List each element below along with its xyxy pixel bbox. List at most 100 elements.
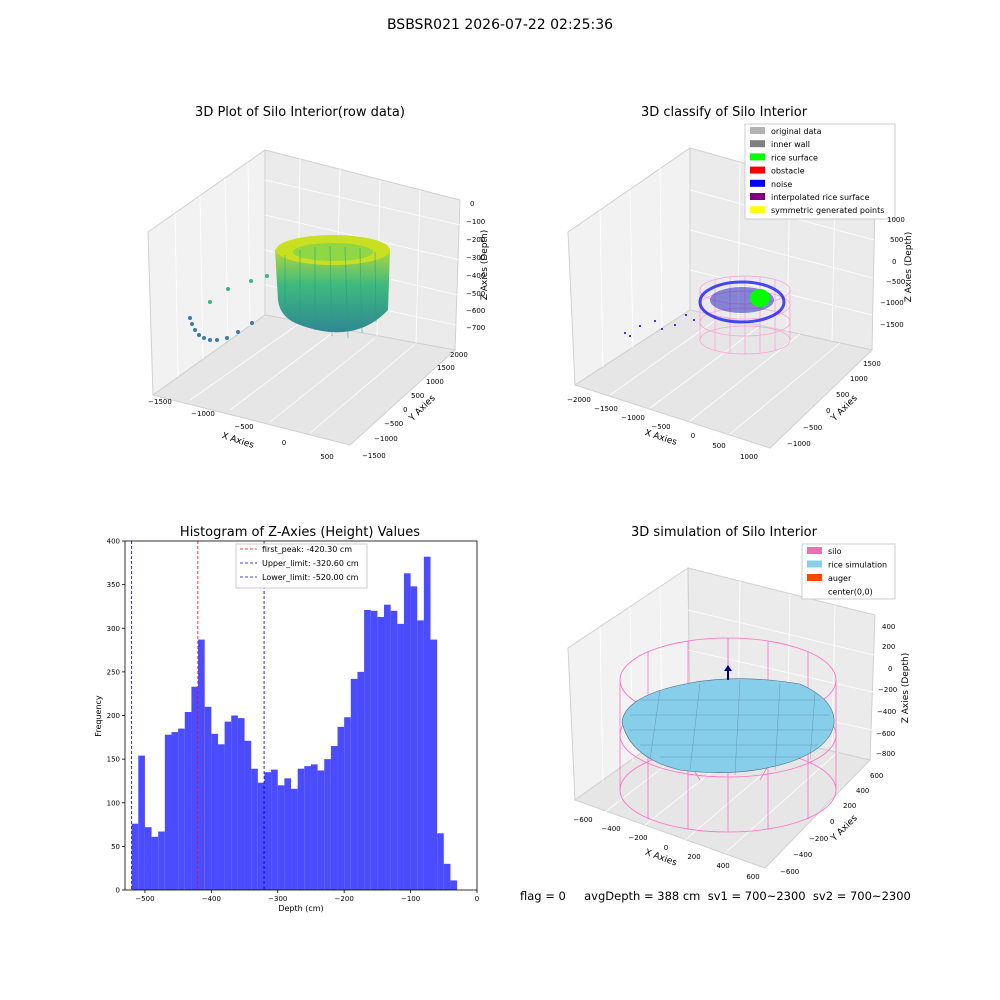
legend-label: obstacle xyxy=(771,167,805,176)
classify-floor-pane xyxy=(573,309,874,449)
histogram-bar xyxy=(244,740,252,890)
histogram-bar xyxy=(171,732,179,890)
histogram-x-label: Depth (cm) xyxy=(278,904,323,913)
histogram-bar xyxy=(264,772,272,890)
raw-y-tick: 0 xyxy=(403,406,407,414)
classify-legend-entries: original data inner wall rice surface obsta… xyxy=(750,127,884,215)
histogram-bar xyxy=(144,827,152,890)
status-line: flag = 0 avgDepth = 388 cm sv1 = 700~230… xyxy=(520,889,911,903)
histogram-bar xyxy=(198,639,205,890)
histogram-legend xyxy=(235,543,368,589)
histogram-bar xyxy=(417,620,424,890)
depth-histogram: Histogram of Z-Axies (Height) Values −50… xyxy=(94,525,479,913)
histogram-bar xyxy=(324,759,331,890)
raw-x-tick: −500 xyxy=(234,423,253,431)
simulation-y-tick: −400 xyxy=(793,851,812,859)
simulation-z-tick: −400 xyxy=(877,708,896,716)
histogram-bar xyxy=(310,764,318,890)
simulation-z-tick: 0 xyxy=(888,665,892,673)
histogram-bar xyxy=(403,573,411,890)
histogram-bar xyxy=(443,863,451,890)
legend-label: original data xyxy=(771,127,822,136)
histogram-bar xyxy=(178,728,185,890)
simulation-x-label: X Axies xyxy=(643,848,678,869)
histogram-bar xyxy=(138,755,145,890)
legend-label: silo xyxy=(828,547,842,556)
raw-z-ticks: 0 −100 −200 −300 −400 −500 −600 −700 xyxy=(466,200,485,332)
legend-swatch xyxy=(750,179,765,187)
simulation-x-tick: 600 xyxy=(746,873,759,881)
raw-z-tick: 0 xyxy=(470,200,474,208)
legend-label: rice simulation xyxy=(828,561,887,570)
raw-x-tick: −1500 xyxy=(148,398,172,406)
classify-3d-plot: 3D classify of Silo Interior original xyxy=(567,105,914,461)
histogram-legend-label: Upper_limit: -320.60 cm xyxy=(262,559,359,568)
classify-legend xyxy=(744,123,896,220)
classify-x-tick: −2000 xyxy=(567,396,591,404)
raw-z-tick: −600 xyxy=(466,307,485,315)
histogram-bar xyxy=(377,616,385,890)
histogram-bar xyxy=(164,734,172,890)
simulation-x-tick: −600 xyxy=(573,816,592,824)
simulation-y-tick: 600 xyxy=(870,772,883,780)
rice-mesh xyxy=(628,679,832,776)
raw-y-ticks: −1500 −1000 −500 0 500 1000 1500 2000 xyxy=(362,351,468,460)
auger-marker xyxy=(724,665,732,680)
histogram-legend-label: first_peak: -420.30 cm xyxy=(262,545,352,554)
legend-swatch xyxy=(750,193,765,200)
histogram-bar xyxy=(390,610,398,890)
raw-y-tick: −500 xyxy=(384,420,403,428)
simulation-3d-plot: 3D simulation of Silo Interior xyxy=(567,525,911,881)
histogram-title: Histogram of Z-Axies (Height) Values xyxy=(180,525,420,540)
histogram-legend-entries: first_peak: -420.30 cm Upper_limit: -320.… xyxy=(240,545,359,582)
histogram-y-tick-label: 100 xyxy=(107,799,120,807)
histogram-bar xyxy=(423,556,431,890)
histogram-x-tick-label: −200 xyxy=(335,895,354,903)
histogram-x-tick-label: −400 xyxy=(202,895,221,903)
simulation-z-ticks: 400 200 0 −200 −400 −600 −800 xyxy=(876,623,897,758)
simulation-y-ticks: −600 −400 −200 0 200 400 600 xyxy=(780,772,883,876)
histogram-x-tick-label: −100 xyxy=(401,895,420,903)
histogram-bar xyxy=(191,686,199,890)
simulation-y-tick: 200 xyxy=(843,802,856,810)
histogram-bar xyxy=(344,717,351,890)
histogram-reference-lines xyxy=(131,541,265,890)
raw-y-tick: −1000 xyxy=(374,435,398,443)
classify-z-tick: 1000 xyxy=(887,216,905,224)
histogram-bar xyxy=(370,610,378,890)
classify-z-label: Z Axies (Depth) xyxy=(904,232,914,303)
histogram-bars xyxy=(131,556,458,890)
raw-z-tick: −700 xyxy=(466,324,485,332)
histogram-bar xyxy=(450,880,458,890)
legend-swatch xyxy=(750,140,765,148)
raw-z-tick: −300 xyxy=(466,254,485,262)
simulation-z-tick: −600 xyxy=(876,730,895,738)
histogram-bar xyxy=(277,785,285,890)
legend-swatch xyxy=(807,547,822,554)
histogram-y-tick-label: 250 xyxy=(107,668,120,676)
histogram-bar xyxy=(131,823,139,890)
histogram-y-tick-label: 0 xyxy=(116,887,120,895)
classify-points xyxy=(624,280,786,337)
classify-x-tick: −1500 xyxy=(594,405,618,413)
classify-x-tick: −500 xyxy=(651,423,670,431)
legend-swatch xyxy=(750,166,765,174)
classify-y-tick: 1500 xyxy=(863,360,881,368)
histogram-bar xyxy=(184,712,192,890)
raw-x-tick: −1000 xyxy=(191,410,215,418)
raw-point-cloud xyxy=(188,235,390,342)
legend-label: interpolated rice surface xyxy=(771,193,869,202)
legend-swatch xyxy=(750,206,765,214)
histogram-bar xyxy=(384,604,391,890)
simulation-x-tick: −200 xyxy=(628,834,647,842)
raw-z-tick: −100 xyxy=(466,218,485,226)
raw-3d-plot: 3D Plot of Silo Interior(row data) xyxy=(147,105,490,461)
classify-x-tick: 0 xyxy=(691,432,695,440)
raw-y-tick: 1000 xyxy=(426,378,444,386)
classify-z-tick: 500 xyxy=(890,236,903,244)
simulation-z-tick: −800 xyxy=(876,750,895,758)
classify-x-ticks: −2000 −1500 −1000 −500 0 500 1000 xyxy=(567,396,758,461)
histogram-bar xyxy=(158,831,165,890)
histogram-y-tick-label: 200 xyxy=(107,712,120,720)
legend-swatch xyxy=(750,153,765,161)
